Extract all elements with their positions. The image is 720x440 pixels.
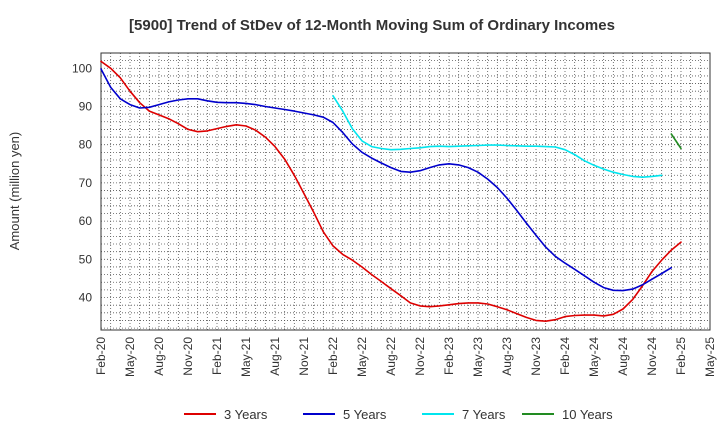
x-tick-label: Feb-24: [558, 337, 572, 375]
plot-area: [101, 53, 710, 330]
legend-label-5-years: 5 Years: [343, 407, 387, 422]
series-line-10-years: [670, 133, 682, 150]
legend-label-7-years: 7 Years: [462, 407, 506, 422]
legend: 3 Years 5 Years 7 Years 10 Years: [184, 407, 613, 422]
y-tick-label: 100: [72, 61, 92, 75]
y-tick-label: 80: [79, 138, 93, 152]
series-line-7-years: [332, 95, 663, 178]
x-tick-label: Nov-24: [645, 337, 659, 376]
y-tick-label: 90: [79, 99, 93, 113]
x-tick-label: Feb-25: [674, 337, 688, 375]
grid: [100, 52, 711, 331]
legend-label-3-years: 3 Years: [224, 407, 268, 422]
x-axis-ticks: Feb-20 May-20 Aug-20 Nov-20 Feb-21 May-21 Aug-…: [94, 337, 717, 377]
legend-label-10-years: 10 Years: [562, 407, 613, 422]
x-tick-label: Nov-22: [413, 337, 427, 376]
x-tick-label: Feb-21: [210, 337, 224, 375]
x-tick-label: Nov-20: [181, 337, 195, 376]
x-tick-label: May-21: [239, 337, 253, 377]
x-tick-label: Aug-22: [384, 337, 398, 376]
x-tick-label: Aug-20: [152, 337, 166, 376]
x-tick-label: Nov-23: [529, 337, 543, 376]
x-tick-label: Nov-21: [297, 337, 311, 376]
plot-background: [101, 53, 710, 330]
x-tick-label: Aug-23: [500, 337, 514, 376]
x-tick-label: May-24: [587, 337, 601, 377]
x-tick-label: May-23: [471, 337, 485, 377]
x-tick-label: May-25: [703, 337, 717, 377]
y-tick-label: 70: [79, 176, 93, 190]
y-axis-label: Amount (million yen): [7, 132, 22, 251]
x-tick-label: Aug-21: [268, 337, 282, 376]
y-tick-label: 60: [79, 214, 93, 228]
plot-border: [100, 52, 711, 331]
series-line-5-years: [100, 68, 673, 292]
x-tick-label: Feb-23: [442, 337, 456, 375]
y-tick-label: 50: [79, 252, 93, 266]
x-tick-label: Feb-22: [326, 337, 340, 375]
x-tick-label: Feb-20: [94, 337, 108, 375]
x-tick-label: May-20: [123, 337, 137, 377]
series-line-3-years: [100, 60, 682, 323]
series-lines: [100, 60, 682, 323]
y-axis-ticks: 40 50 60 70 80 90 100: [72, 61, 92, 304]
y-tick-label: 40: [79, 291, 93, 305]
chart-title: [5900] Trend of StDev of 12-Month Moving…: [129, 17, 615, 34]
x-tick-label: May-22: [355, 337, 369, 377]
x-tick-label: Aug-24: [616, 337, 630, 376]
